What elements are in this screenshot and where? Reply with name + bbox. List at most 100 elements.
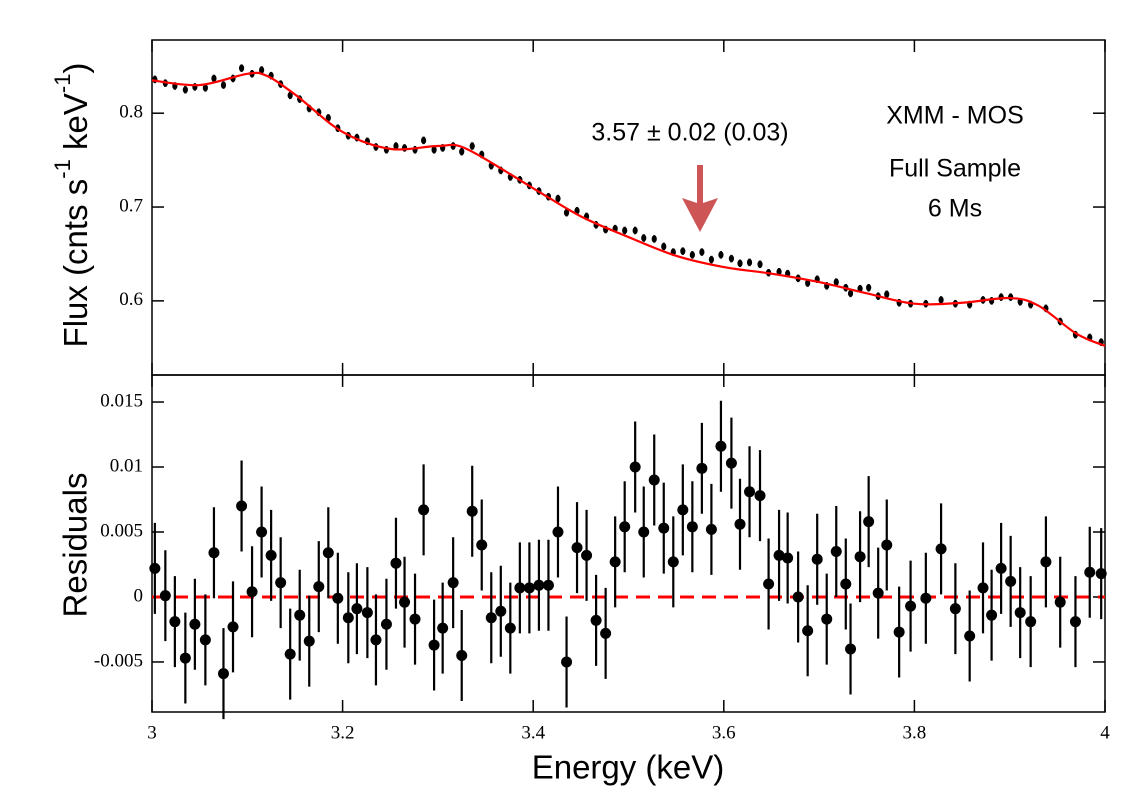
data-point — [949, 603, 961, 615]
data-point — [447, 577, 459, 589]
data-point — [619, 521, 631, 533]
data-point — [648, 474, 660, 486]
data-point — [469, 142, 475, 150]
data-point — [802, 625, 814, 637]
data-point — [667, 556, 679, 568]
data-point — [380, 618, 392, 630]
data-point — [332, 592, 344, 604]
data-point — [456, 649, 468, 661]
data-point — [418, 504, 430, 516]
data-point — [313, 581, 325, 593]
data-point — [872, 587, 884, 599]
data-point — [227, 621, 239, 633]
data-point — [854, 551, 866, 563]
data-point — [746, 258, 753, 266]
x-tick-label: 3.2 — [331, 722, 355, 743]
data-point — [533, 579, 545, 591]
data-point — [696, 462, 708, 474]
data-point — [1084, 566, 1096, 578]
y-axis-label: Flux (cnts s-1 keV-1) — [50, 63, 94, 348]
data-point — [437, 622, 449, 634]
data-point — [935, 543, 947, 555]
y-axis-label: Residuals — [57, 473, 94, 618]
data-point — [995, 562, 1007, 574]
annotation: XMM - MOS — [886, 102, 1024, 130]
data-point — [581, 549, 593, 561]
data-point — [542, 579, 554, 591]
data-point — [792, 591, 804, 603]
data-point — [409, 613, 421, 625]
data-point — [202, 84, 208, 92]
data-point — [399, 596, 411, 608]
data-point — [563, 209, 570, 217]
data-point — [555, 194, 561, 203]
data-point — [847, 289, 854, 297]
data-point — [342, 612, 354, 624]
data-point — [661, 242, 667, 251]
data-point — [998, 293, 1004, 301]
data-point — [246, 586, 258, 598]
data-point — [208, 547, 220, 559]
data-point — [159, 590, 171, 602]
data-point — [609, 556, 621, 568]
data-point — [893, 626, 905, 638]
data-point — [351, 603, 363, 615]
data-point — [220, 81, 227, 89]
data-point — [303, 635, 315, 647]
data-point — [199, 634, 211, 646]
data-point — [863, 516, 875, 528]
data-point — [754, 490, 766, 502]
data-point — [428, 639, 440, 651]
data-point — [258, 66, 265, 74]
data-point — [590, 614, 602, 626]
data-point — [632, 226, 638, 235]
data-point — [689, 251, 695, 259]
annotation: 6 Ms — [928, 195, 982, 223]
data-point — [699, 248, 705, 256]
data-point — [1040, 556, 1052, 568]
data-point — [149, 562, 161, 574]
data-point — [884, 290, 890, 298]
data-point — [370, 634, 382, 646]
data-point — [677, 504, 689, 516]
data-point — [179, 652, 191, 664]
data-point — [1054, 596, 1066, 608]
data-point — [680, 247, 686, 255]
x-axis-label: Energy (keV) — [532, 749, 725, 786]
data-point — [920, 592, 932, 604]
data-point — [1005, 575, 1017, 587]
data-point — [845, 643, 857, 655]
data-point — [514, 582, 526, 594]
data-point — [840, 578, 852, 590]
data-point — [485, 612, 497, 624]
data-point — [466, 505, 478, 517]
data-point — [905, 600, 917, 612]
data-point — [763, 578, 775, 590]
data-point — [977, 582, 989, 594]
data-point — [401, 144, 408, 152]
x-tick-label: 3.4 — [521, 722, 545, 743]
y-tick-label: -0.005 — [94, 650, 143, 671]
data-point — [641, 234, 647, 242]
y-tick-label: 0.015 — [100, 390, 143, 411]
data-point — [238, 64, 245, 72]
data-point — [476, 539, 488, 551]
arrow — [682, 165, 718, 232]
data-point — [725, 457, 737, 469]
data-point — [773, 549, 785, 561]
data-point — [638, 526, 650, 538]
data-point — [169, 616, 181, 628]
data-point — [431, 146, 437, 154]
data-point — [459, 148, 465, 156]
data-point — [658, 522, 670, 534]
data-point — [805, 279, 811, 287]
data-point — [265, 549, 277, 561]
data-point — [705, 523, 717, 535]
plot-frame — [151, 374, 1106, 713]
x-tick-label: 4 — [1100, 722, 1110, 743]
data-point — [322, 547, 334, 559]
data-point — [182, 86, 188, 94]
data-point — [504, 622, 516, 634]
data-point — [552, 526, 564, 538]
